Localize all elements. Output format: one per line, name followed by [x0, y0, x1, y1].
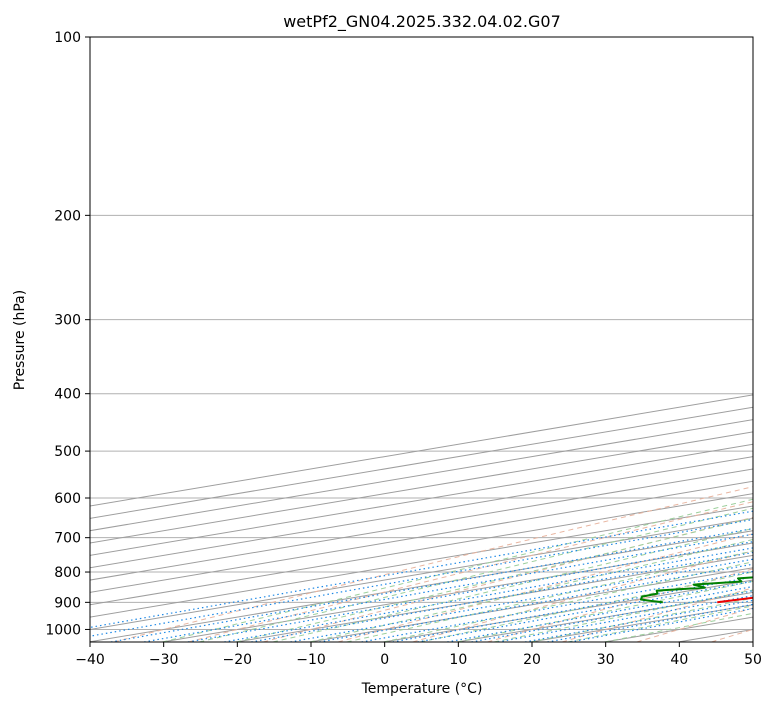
isotherm-line	[90, 517, 753, 630]
moist-adiabat-line	[530, 597, 753, 642]
moist-adiabat-line	[457, 580, 753, 642]
x-tick-label: 40	[670, 652, 688, 668]
isotherm-line	[90, 468, 753, 581]
mixing-ratio-lines	[90, 510, 753, 642]
moist-adiabat-line	[235, 517, 753, 642]
y-tick-label: 800	[54, 565, 81, 581]
horizontal-gridlines	[90, 37, 753, 630]
mixing-ratio-line	[497, 594, 753, 642]
x-tick-label: 30	[597, 652, 615, 668]
y-tick-label: 500	[54, 444, 81, 460]
plot-background	[90, 37, 753, 642]
x-tick-label: −20	[223, 652, 253, 668]
y-tick-label: 100	[54, 30, 81, 46]
x-tick-label: 50	[744, 652, 762, 668]
moist-adiabats	[162, 498, 753, 642]
isotherm-line	[90, 456, 753, 569]
isotherm-line	[90, 505, 753, 618]
x-axis: −40 −30 −20 −10 0 10 20 30 40 50	[75, 642, 762, 668]
mixing-ratio-line	[90, 518, 753, 637]
dry-adiabat-line	[263, 516, 753, 642]
isotherm-line	[90, 431, 753, 544]
isotherm-line	[90, 493, 753, 606]
plot-frame	[89, 36, 754, 643]
y-tick-label: 200	[54, 208, 81, 224]
y-axis: 100 200 300 400 500 600 700 800 900 1000	[45, 30, 90, 638]
y-tick-label: 600	[54, 491, 81, 507]
mixing-ratio-line	[471, 590, 753, 642]
mixing-ratio-line	[90, 510, 753, 629]
moist-adiabat-line	[383, 561, 753, 642]
y-tick-label: 900	[54, 595, 81, 611]
isotherm-line	[90, 530, 753, 642]
y-tick-label: 300	[54, 313, 81, 329]
x-tick-label: −40	[75, 652, 105, 668]
skewed-isotherms	[90, 394, 753, 642]
mixing-ratio-line	[547, 603, 753, 642]
y-tick-label: 700	[54, 531, 81, 547]
mixing-ratio-line	[187, 541, 753, 642]
x-axis-title: Temperature (°C)	[361, 681, 483, 697]
x-tick-label: 0	[380, 652, 389, 668]
y-tick-label: 400	[54, 387, 81, 403]
dry-adiabat-line	[113, 486, 753, 642]
dry-adiabat-line	[487, 568, 753, 642]
x-tick-label: 20	[523, 652, 541, 668]
mixing-ratio-line	[224, 547, 753, 642]
y-tick-label: 1000	[45, 622, 81, 638]
y-axis-title: Pressure (hPa)	[12, 290, 28, 390]
mixing-ratio-line	[110, 527, 753, 642]
moist-adiabat-line	[309, 538, 753, 642]
isotherm-line	[90, 443, 753, 556]
x-tick-label: 10	[449, 652, 467, 668]
isotherm-line	[90, 480, 753, 593]
mixing-ratio-line	[447, 585, 753, 642]
dry-adiabat-line	[561, 587, 753, 642]
chart-title: wetPf2_GN04.2025.332.04.02.G07	[283, 12, 561, 32]
x-tick-label: −10	[296, 652, 326, 668]
mixing-ratio-line	[524, 599, 753, 642]
x-tick-label: −30	[149, 652, 179, 668]
